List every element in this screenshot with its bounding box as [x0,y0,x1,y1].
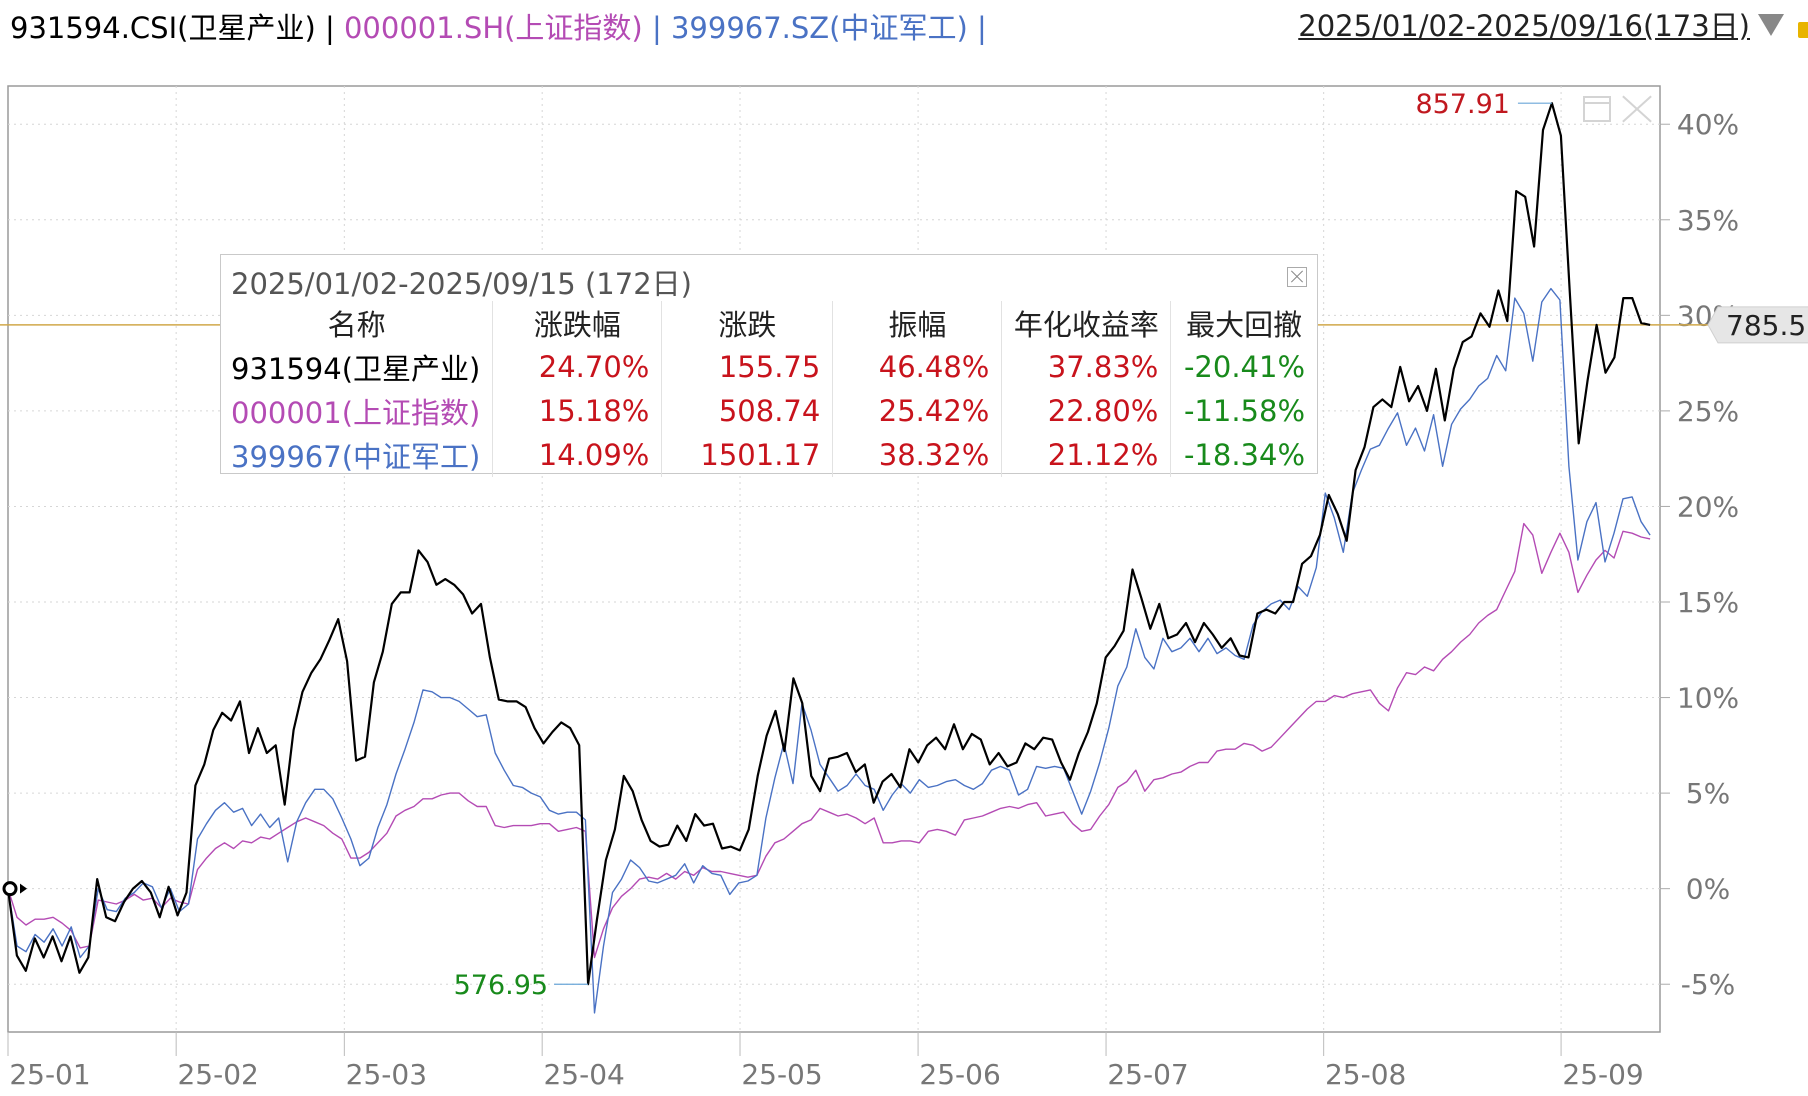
row-amplitude: 25.42% [832,389,1002,433]
row-change: 1501.17 [661,433,833,477]
y-tick-label: 35% [1677,204,1739,237]
date-range-selector[interactable]: 2025/01/02-2025/09/16(173日) [1298,9,1750,43]
x-tick-label: 25-06 [919,1058,1000,1091]
x-tick-label: 25-04 [543,1058,624,1091]
row-drawdown: -11.58% [1170,389,1317,433]
chevron-down-icon[interactable] [1758,14,1784,36]
x-tick-label: 25-08 [1325,1058,1406,1091]
stats-table: 名称 涨跌幅 涨跌 振幅 年化收益率 最大回撤 931594(卫星产业) 24.… [221,301,1317,477]
series-a-label[interactable]: 931594.CSI(卫星产业) [10,11,316,45]
row-drawdown: -20.41% [1170,345,1317,389]
x-tick-label: 25-07 [1107,1058,1188,1091]
last-value-tag [1707,306,1808,344]
row-annualized: 37.83% [1001,345,1171,389]
close-icon[interactable] [1620,94,1654,124]
row-change: 155.75 [661,345,833,389]
header-separator: | [315,11,344,45]
x-tick-label: 25-09 [1562,1058,1643,1091]
col-name-header: 名称 [327,308,386,342]
table-row[interactable]: 931594(卫星产业) 24.70% 155.75 46.48% 37.83%… [221,345,1317,389]
series-header: 931594.CSI(卫星产业) | 000001.SH(上证指数) | 399… [10,6,1310,46]
header-separator: | [967,11,987,45]
y-tick-label: 10% [1677,682,1739,715]
x-tick-label: 25-01 [9,1058,90,1091]
start-arrow-icon [20,883,27,894]
col-change-pct-header: 涨跌幅 [492,301,662,345]
col-annualized-header: 年化收益率 [1001,301,1171,345]
row-name: 000001(上证指数) [231,396,481,430]
table-row[interactable]: 000001(上证指数) 15.18% 508.74 25.42% 22.80%… [221,389,1317,433]
series-c-line [7,287,1651,1014]
high-value-label: 857.91 [1415,89,1509,120]
col-change-header: 涨跌 [661,301,833,345]
table-row[interactable]: 399967(中证军工) 14.09% 1501.17 38.32% 21.12… [221,433,1317,477]
start-marker-icon [2,881,18,897]
series-a-line [6,102,1651,986]
y-tick-label: 0% [1686,873,1730,906]
series-b-label[interactable]: 000001.SH(上证指数) [343,11,643,45]
row-drawdown: -18.34% [1170,433,1317,477]
panel-close-icon[interactable] [1287,267,1307,287]
x-tick-label: 25-05 [741,1058,822,1091]
header-separator: | [642,11,671,45]
last-value-label: 785.52 [1726,309,1808,342]
row-change-pct: 15.18% [492,389,662,433]
row-change-pct: 14.09% [492,433,662,477]
row-change: 508.74 [661,389,833,433]
maximize-icon[interactable] [1583,96,1611,122]
row-annualized: 22.80% [1001,389,1171,433]
col-amplitude-header: 振幅 [832,301,1002,345]
series-c-label[interactable]: 399967.SZ(中证军工) [670,11,968,45]
table-header-row: 名称 涨跌幅 涨跌 振幅 年化收益率 最大回撤 [221,301,1317,345]
row-amplitude: 46.48% [832,345,1002,389]
row-name: 931594(卫星产业) [231,352,481,386]
x-tick-label: 25-03 [346,1058,427,1091]
stats-panel: 2025/01/02-2025/09/15 (172日) 名称 涨跌幅 涨跌 振… [220,254,1318,477]
y-tick-label: 20% [1677,490,1739,523]
tag-icon[interactable] [1798,22,1808,38]
low-value-label: 576.95 [454,970,548,1001]
row-amplitude: 38.32% [832,433,1002,477]
plot-frame [7,85,1661,1033]
y-tick-label: -5% [1681,968,1736,1001]
row-annualized: 21.12% [1001,433,1171,477]
col-drawdown-header: 最大回撤 [1170,301,1317,345]
y-tick-label: 40% [1677,108,1739,141]
row-change-pct: 24.70% [492,345,662,389]
y-tick-label: 5% [1686,777,1730,810]
panel-title: 2025/01/02-2025/09/15 (172日) [231,267,692,301]
y-tick-label: 25% [1677,395,1739,428]
y-tick-label: 15% [1677,586,1739,619]
row-name: 399967(中证军工) [231,440,481,474]
x-tick-label: 25-02 [177,1058,258,1091]
